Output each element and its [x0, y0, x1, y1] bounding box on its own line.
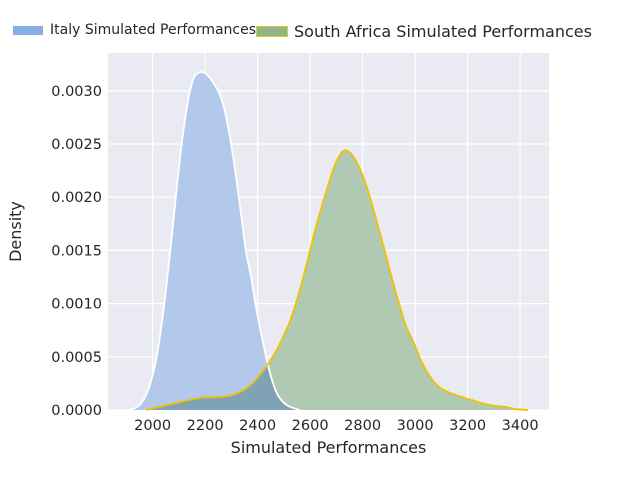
legend: Italy Simulated Performances South Afric…	[0, 0, 640, 48]
legend-label-italy: Italy Simulated Performances	[50, 22, 257, 38]
y-tick-label: 0.0010	[51, 297, 102, 313]
y-tick-label: 0.0025	[51, 137, 102, 153]
y-tick-label: 0.0000	[51, 403, 102, 419]
x-tick-label: 3000	[397, 418, 434, 434]
y-tick-label: 0.0020	[51, 190, 102, 206]
y-tick-label: 0.0015	[51, 243, 102, 259]
x-tick-label: 3200	[449, 418, 486, 434]
y-tick-label: 0.0030	[51, 84, 102, 100]
x-tick-label: 3400	[502, 418, 539, 434]
italy-density-line	[128, 71, 300, 411]
x-tick-label: 2200	[187, 418, 224, 434]
y-tick-label: 0.0005	[51, 350, 102, 366]
x-tick-label: 2800	[344, 418, 381, 434]
italy-density-area	[129, 72, 300, 410]
x-tick-label: 2000	[134, 418, 171, 434]
x-tick-label: 2600	[292, 418, 329, 434]
legend-label-south-africa: South Africa Simulated Performances	[294, 22, 592, 41]
legend-swatch-south-africa	[256, 26, 288, 37]
south-africa-density-line	[145, 149, 529, 411]
legend-item-south-africa: South Africa Simulated Performances	[256, 22, 592, 41]
x-axis-label: Simulated Performances	[230, 438, 427, 457]
legend-swatch-italy	[12, 24, 44, 36]
south-africa-density-area	[146, 150, 528, 410]
legend-item-italy: Italy Simulated Performances	[12, 22, 256, 38]
x-tick-label: 2400	[239, 418, 276, 434]
